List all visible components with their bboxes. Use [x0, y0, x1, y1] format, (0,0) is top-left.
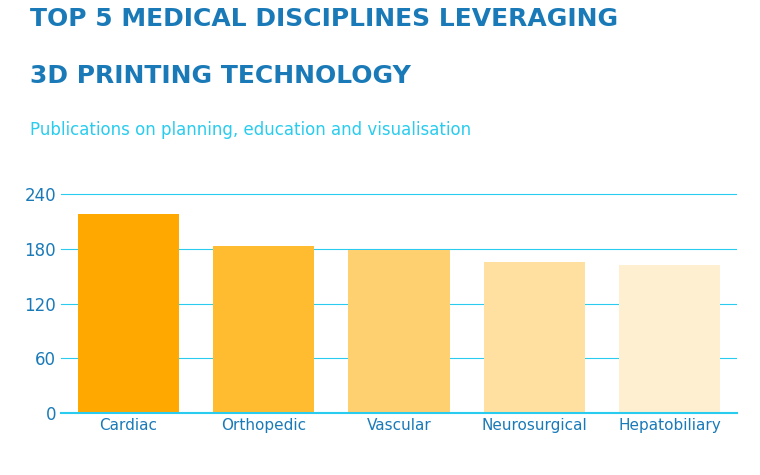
Bar	[348, 250, 450, 413]
Bar	[78, 214, 179, 413]
Bar	[483, 262, 585, 413]
Text: TOP 5 MEDICAL DISCIPLINES LEVERAGING: TOP 5 MEDICAL DISCIPLINES LEVERAGING	[30, 7, 619, 31]
Text: 3D PRINTING TECHNOLOGY: 3D PRINTING TECHNOLOGY	[30, 64, 411, 88]
Bar	[213, 246, 315, 413]
Text: Publications on planning, education and visualisation: Publications on planning, education and …	[30, 121, 471, 139]
Bar	[619, 265, 720, 413]
